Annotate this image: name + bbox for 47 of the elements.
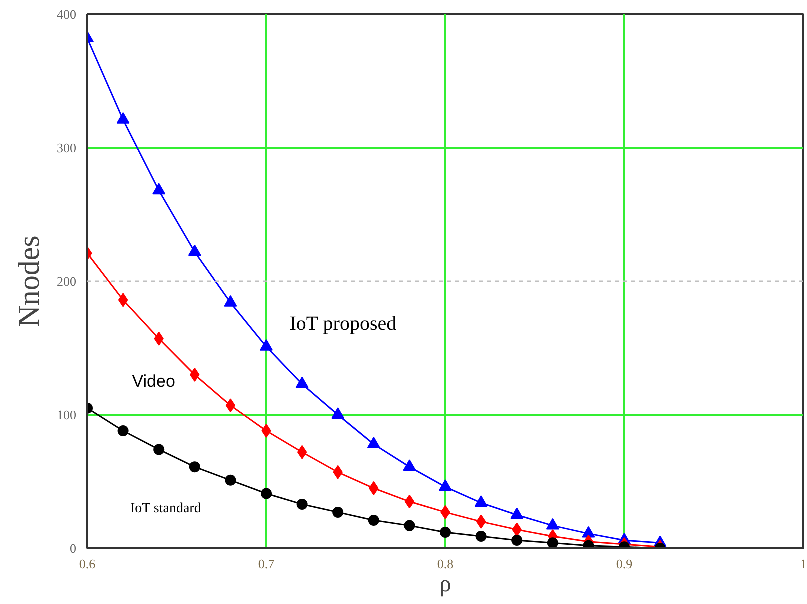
point — [332, 506, 344, 518]
point — [512, 535, 523, 546]
point — [332, 408, 345, 419]
point — [118, 293, 128, 308]
point — [476, 514, 486, 529]
point — [224, 295, 238, 307]
point — [118, 426, 129, 437]
point — [403, 460, 416, 472]
x-axis-title: ρ — [440, 572, 452, 598]
y-tick-label: 400 — [57, 7, 76, 22]
point — [439, 480, 452, 492]
point — [404, 520, 416, 532]
point — [154, 444, 165, 456]
point — [404, 494, 415, 509]
point — [189, 462, 200, 473]
point — [297, 445, 308, 460]
point — [546, 518, 560, 530]
point — [582, 526, 596, 538]
x-tick-label: 0.8 — [437, 556, 454, 572]
y-tick-label: 100 — [57, 408, 76, 422]
series-label: IoT proposed — [290, 312, 397, 335]
y-tick-label: 0 — [70, 541, 76, 556]
text: IoT standard — [130, 501, 202, 516]
point — [296, 376, 309, 388]
point — [152, 183, 166, 195]
x-tick-label: 0.9 — [616, 556, 633, 572]
point — [510, 508, 524, 520]
point — [226, 398, 236, 413]
point — [188, 244, 202, 256]
point — [260, 339, 273, 351]
point — [474, 496, 488, 508]
y-tick-label: 200 — [57, 274, 76, 289]
point — [116, 112, 130, 124]
x-tick-label: 0.7 — [258, 556, 276, 572]
series-label: Video — [132, 372, 176, 391]
point — [225, 474, 236, 486]
point — [367, 436, 380, 448]
point — [547, 538, 558, 548]
point — [440, 526, 451, 538]
point — [368, 514, 380, 526]
y-tick-label: 300 — [57, 140, 76, 156]
point — [296, 498, 308, 510]
point — [261, 488, 272, 500]
x-tick-label: 0.6 — [79, 556, 96, 572]
y-axis-title: Nnodes — [13, 236, 46, 328]
x-tick-label: 1 — [800, 556, 807, 572]
point — [476, 530, 487, 542]
